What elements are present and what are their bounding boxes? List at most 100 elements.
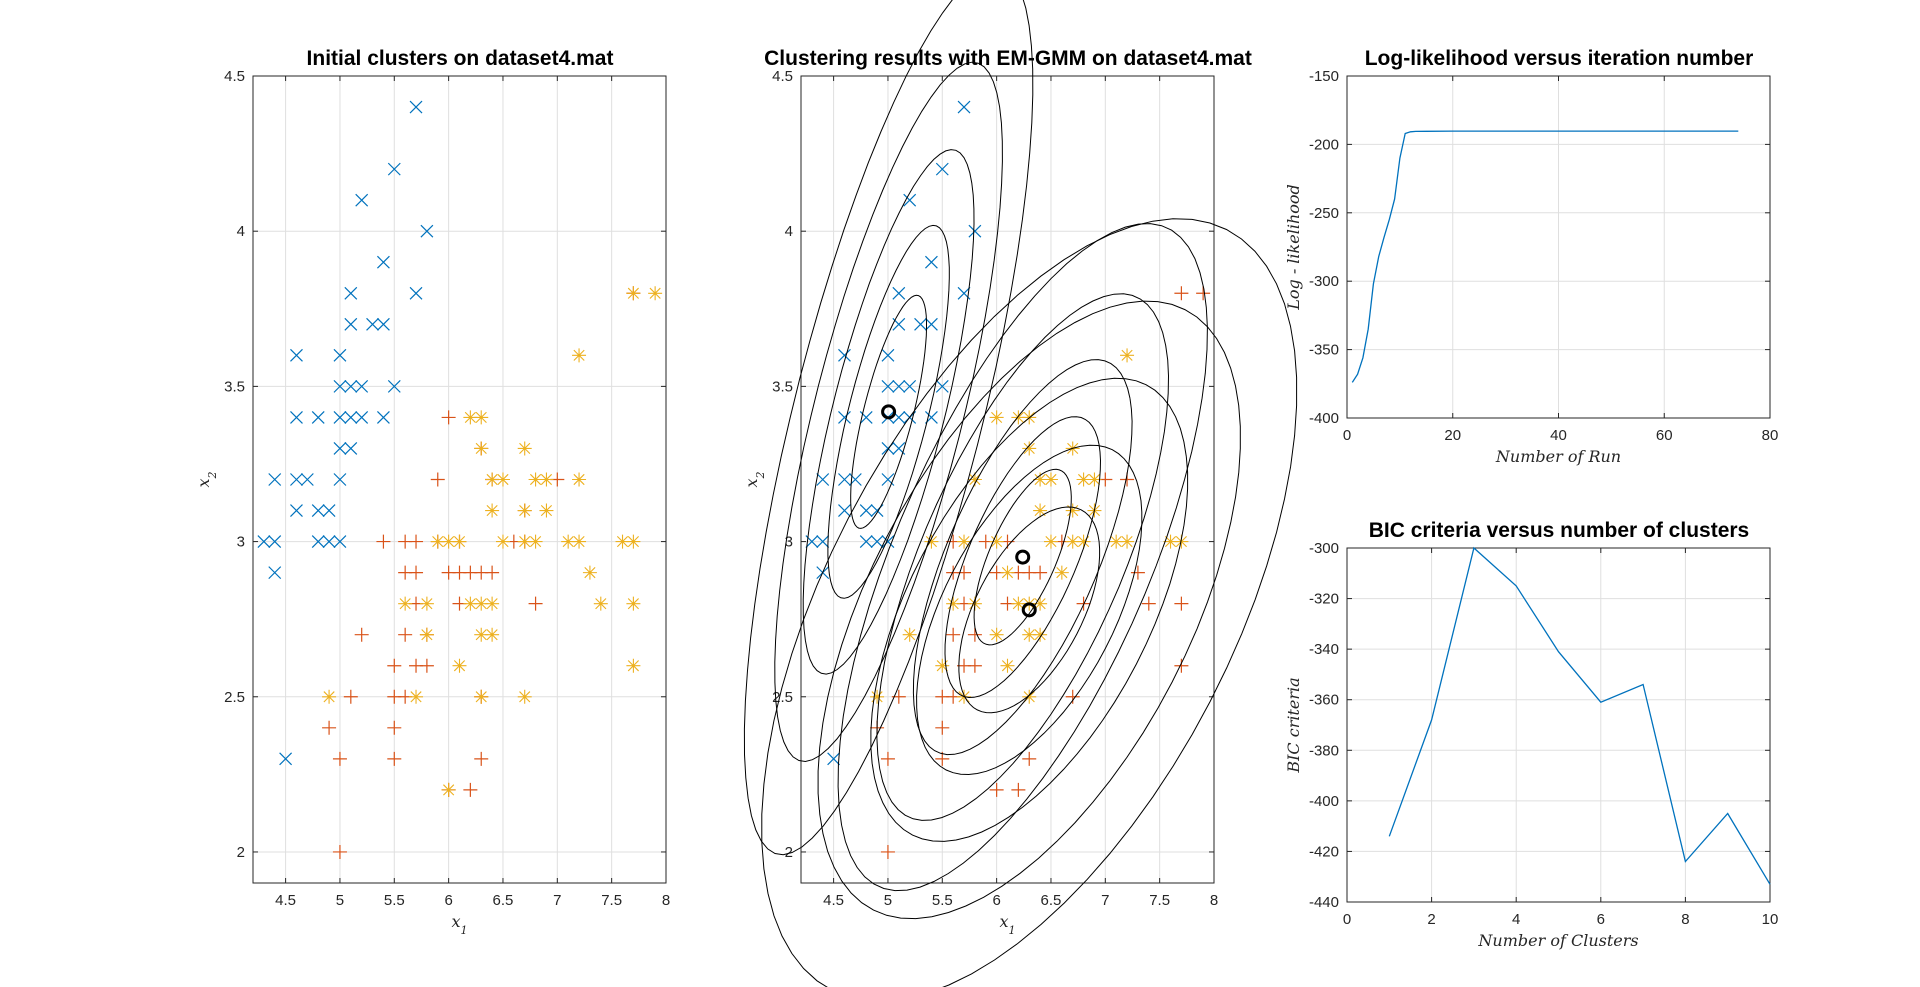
data-point-cross [311,535,325,549]
data-point-star [626,658,641,673]
x-tick-label: 6 [1597,911,1605,928]
gmm-contour [850,294,927,529]
data-point-star [870,689,885,704]
axes-frame [252,75,667,884]
y-tick-label: -250 [1309,205,1339,222]
data-point-plus [1011,782,1026,797]
data-point-plus [387,720,402,735]
data-point-cross [290,504,303,517]
x-tick-label: 6 [444,892,452,909]
data-point-cross [881,535,895,549]
data-point-plus [1130,565,1145,580]
data-point-plus [935,751,950,766]
initial-clusters-plot: Initial clusters on dataset4.mat 4.5 5 5.5… [194,47,670,937]
data-point-star [572,534,587,549]
data-point-plus [474,751,489,766]
x-tick-label: 6 [992,892,1000,909]
data-point-star [957,534,972,549]
data-point-cross [344,410,358,424]
data-point-star [648,286,663,301]
data-point-star [517,441,532,456]
data-point-cross [376,317,390,331]
data-point-star [967,472,982,487]
x-axis-label: Number of Clusters [1477,931,1638,950]
data-point-star [1065,503,1080,518]
x-tick-label: 6.5 [1041,892,1062,909]
data-point-star [1000,658,1015,673]
gmm-contour [817,300,1241,920]
data-point-star [1011,596,1026,611]
gmm-contour [973,468,1072,646]
data-point-cross [257,535,271,549]
y-tick-label: 3 [785,534,793,551]
data-point-star [485,472,500,487]
data-point-star [1109,534,1124,549]
data-point-cross [870,535,884,549]
data-point-star [474,410,489,425]
gmm-contour [837,223,1208,892]
data-point-plus [957,565,972,580]
series-line [1388,546,1771,885]
gmm-contour [870,377,1189,842]
y-tick-label: -300 [1309,273,1339,290]
y-axis-label: x2 [742,471,767,487]
gmm-contour [761,218,1298,987]
data-point-cross [903,379,917,393]
data-point-star [474,441,489,456]
data-point-cross [290,410,303,424]
data-point-cross [355,410,369,424]
data-point-plus [1174,658,1189,673]
data-point-cross [881,379,895,393]
x-axis-label: x1 [999,912,1015,937]
data-point-plus [1022,751,1037,766]
y-tick-label: 2.5 [772,689,793,706]
data-point-plus [430,472,445,487]
y-tick-label: -200 [1309,136,1339,153]
data-point-plus [376,534,391,549]
x-tick-label: 80 [1762,427,1779,444]
x-tick-label: 7 [553,892,561,909]
data-point-star [463,410,478,425]
data-point-star [924,534,939,549]
data-point-cross [268,566,282,580]
data-point-star [1011,410,1026,425]
data-point-star [452,658,467,673]
y-tick-label: 2.5 [224,689,245,706]
data-point-star [615,534,630,549]
data-point-cross [387,162,401,176]
x-tick-label: 5.5 [932,892,953,909]
data-point-cross [333,348,347,362]
y-tick-label: -400 [1309,410,1339,427]
data-point-star [1087,472,1102,487]
data-point-plus [332,844,347,859]
data-point-star [441,534,456,549]
data-point-cross [914,317,927,331]
data-point-cross [344,317,358,331]
data-point-cross [838,410,851,424]
y-tick-label: -360 [1309,692,1339,709]
data-point-star [989,534,1004,549]
plot-title-em-gmm: Clustering results with EM-GMM on datase… [764,47,1252,70]
data-point-star [452,534,467,549]
x-tick-label: 4 [1512,911,1520,928]
data-point-cross [333,442,347,455]
data-point-cross [333,473,347,486]
data-point-cross [333,410,347,424]
y-tick-label: -440 [1309,894,1339,911]
x-tick-label: 5 [336,892,344,909]
data-point-star [495,534,510,549]
gmm-mean-marker [1015,549,1031,565]
x-tick-label: 7.5 [1149,892,1170,909]
data-point-cross [935,162,949,176]
data-point-star [1120,534,1135,549]
gmm-contour [743,0,1034,856]
data-point-star [419,627,434,642]
y-tick-label: 4.5 [772,68,793,85]
data-point-cross [311,504,325,517]
data-point-plus [485,565,500,580]
data-point-cross [322,535,336,549]
data-point-plus [880,751,895,766]
data-point-cross [290,348,303,362]
data-point-cross [355,379,369,393]
data-point-cross [838,473,851,486]
